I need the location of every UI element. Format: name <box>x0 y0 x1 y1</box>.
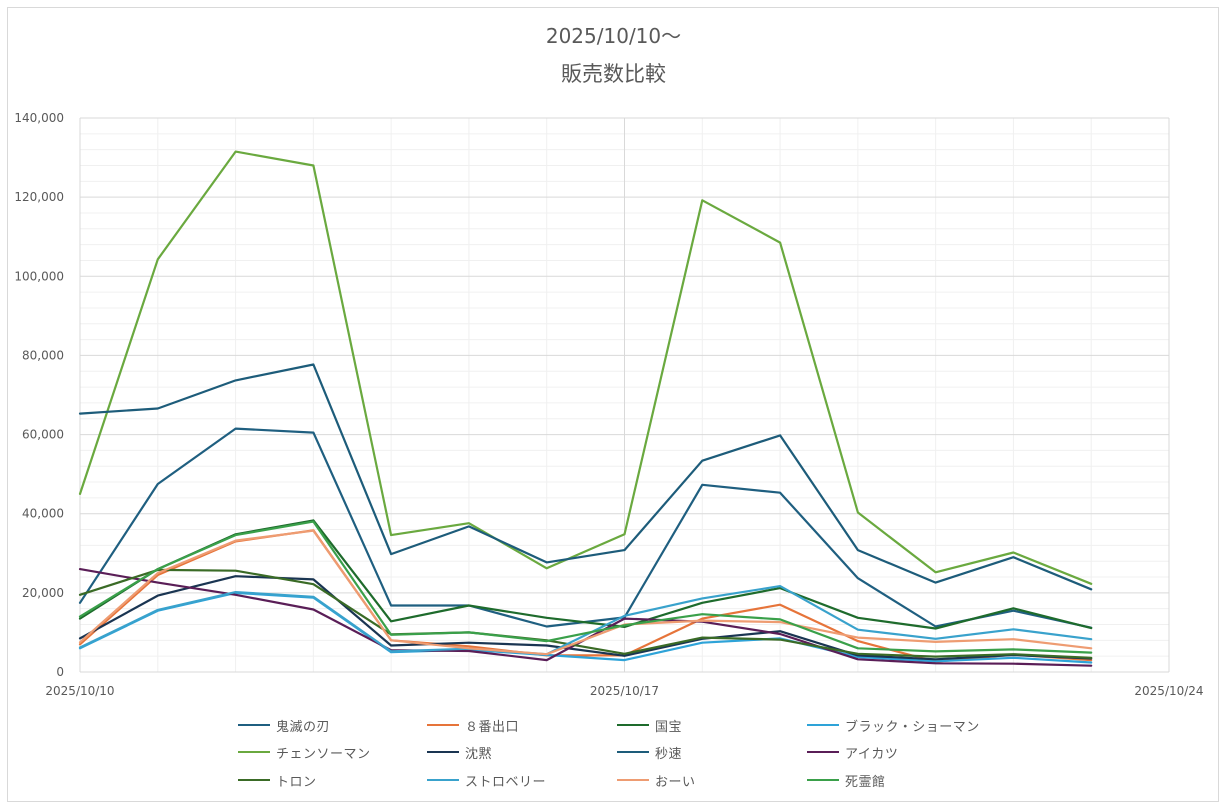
legend-swatch <box>617 779 649 781</box>
legend-item: ストロベリー <box>427 771 547 790</box>
x-tick-label: 2025/10/10 <box>45 684 114 698</box>
y-tick-label: 20,000 <box>22 586 64 600</box>
legend-swatch <box>807 779 839 781</box>
legend-label: 秒速 <box>655 746 683 762</box>
y-tick-label: 40,000 <box>22 507 64 521</box>
legend-label: 国宝 <box>655 719 683 735</box>
legend-label: アイカツ <box>845 746 899 762</box>
series-line-8 <box>78 568 1093 659</box>
legend-item: 鬼滅の刃 <box>238 716 331 735</box>
legend-item: チェンソーマン <box>238 743 371 762</box>
y-tick-label: 0 <box>56 665 64 679</box>
chart-subtitle: 販売数比較 <box>561 62 666 86</box>
legend-swatch <box>238 779 270 781</box>
series-line-10 <box>78 529 1093 656</box>
y-tick-label: 120,000 <box>14 190 64 204</box>
legend-item: 国宝 <box>617 716 683 735</box>
y-tick-label: 140,000 <box>14 111 64 125</box>
legend-label: ストロベリー <box>465 774 547 790</box>
legend-item: 沈黙 <box>427 743 493 762</box>
series-line-0 <box>78 427 1093 629</box>
series-line-6 <box>78 363 1093 591</box>
legend-swatch <box>617 724 649 726</box>
legend-swatch <box>427 724 459 726</box>
chart-title: 2025/10/10〜 <box>545 24 682 48</box>
legend-swatch <box>238 724 270 726</box>
y-tick-label: 80,000 <box>22 348 64 362</box>
legend-item: ８番出口 <box>427 716 520 735</box>
series-line-9 <box>78 584 1093 656</box>
legend-item: おーい <box>617 771 696 790</box>
legend-item: 死霊館 <box>807 771 886 790</box>
y-axis-ticks: 0 20,000 40,000 60,000 80,000 100,000 120,000 1… <box>14 111 64 679</box>
series-line-5 <box>78 575 1093 661</box>
y-tick-label: 60,000 <box>22 428 64 442</box>
legend-swatch <box>807 751 839 753</box>
legend-swatch <box>427 779 459 781</box>
y-tick-label: 100,000 <box>14 269 64 283</box>
legend-label: ８番出口 <box>465 719 520 735</box>
x-axis-ticks: 2025/10/10 2025/10/17 2025/10/24 <box>45 684 1203 698</box>
legend-label: ブラック・ショーマン <box>845 719 980 735</box>
x-tick-label: 2025/10/24 <box>1134 684 1203 698</box>
legend-label: おーい <box>655 774 696 790</box>
series-lines <box>78 150 1093 667</box>
legend-label: チェンソーマン <box>276 746 371 762</box>
major-gridlines <box>79 117 1170 673</box>
legend-item: 秒速 <box>617 743 683 762</box>
legend-swatch <box>617 751 649 753</box>
x-tick-label: 2025/10/17 <box>590 684 659 698</box>
chart-frame <box>7 7 1219 802</box>
legend-item: アイカツ <box>807 743 899 762</box>
series-line-11 <box>78 520 1093 654</box>
legend-swatch <box>238 751 270 753</box>
legend-label: トロン <box>276 774 317 790</box>
legend-item: トロン <box>238 771 317 790</box>
legend-item: ブラック・ショーマン <box>807 716 980 735</box>
legend-label: 鬼滅の刃 <box>276 719 331 735</box>
legend-swatch <box>427 751 459 753</box>
legend-label: 死霊館 <box>845 774 886 790</box>
series-line-4 <box>78 150 1093 585</box>
legend-swatch <box>807 724 839 726</box>
legend-label: 沈黙 <box>465 746 493 762</box>
